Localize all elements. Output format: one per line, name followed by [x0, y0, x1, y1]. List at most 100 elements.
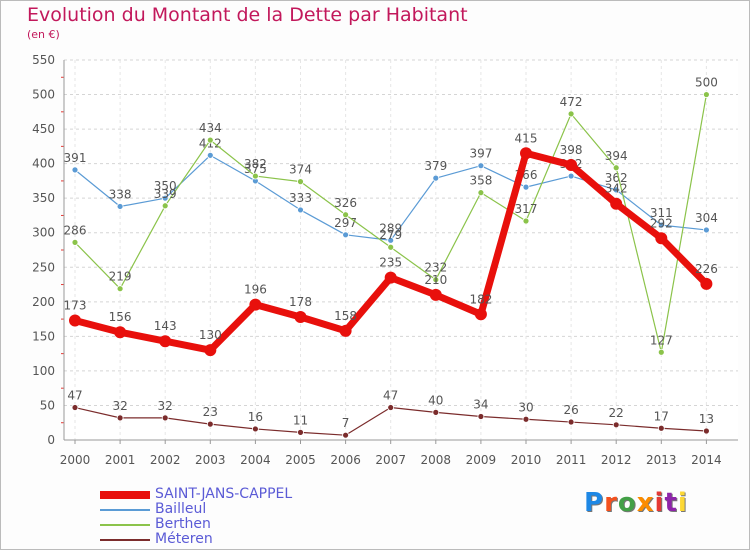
data-label: 434: [199, 121, 222, 135]
y-tick-label: 0: [47, 433, 55, 447]
data-label: 143: [154, 319, 177, 333]
x-tick-label: 2012: [601, 453, 632, 467]
y-tick-label: 300: [32, 226, 55, 240]
y-tick-label: 450: [32, 122, 55, 136]
y-tick-label: 100: [32, 364, 55, 378]
data-point: [522, 183, 530, 191]
x-tick-label: 2002: [150, 453, 181, 467]
x-tick-label: 2004: [240, 453, 271, 467]
data-point: [612, 186, 620, 194]
data-label: 196: [244, 283, 267, 297]
data-label: 23: [203, 405, 218, 419]
data-point: [206, 151, 214, 159]
data-point: [567, 418, 575, 426]
data-label: 26: [563, 403, 578, 417]
data-point: [657, 424, 665, 432]
data-point: [159, 335, 172, 348]
data-label: 339: [154, 187, 177, 201]
data-label: 219: [109, 270, 132, 284]
data-point: [387, 404, 395, 411]
x-tick-label: 2009: [466, 453, 497, 467]
data-label: 311: [650, 206, 673, 220]
data-label: 415: [515, 131, 538, 145]
data-point: [297, 428, 304, 436]
data-point: [161, 194, 169, 202]
x-tick-label: 2014: [691, 453, 722, 467]
y-tick-label: 350: [32, 191, 55, 205]
data-label: 375: [244, 162, 267, 176]
x-tick-label: 2013: [646, 453, 677, 467]
data-label: 338: [109, 187, 132, 201]
data-label: 30: [518, 400, 533, 414]
data-point: [565, 159, 578, 172]
legend-swatch: [100, 524, 150, 526]
data-label: 34: [473, 398, 488, 412]
data-label: 173: [64, 298, 87, 312]
chart-title: Evolution du Montant de la Dette par Hab…: [27, 4, 468, 26]
data-label: 379: [424, 159, 447, 173]
data-point: [251, 425, 259, 433]
plot-area: [64, 60, 738, 440]
data-point: [610, 197, 623, 210]
data-label: 178: [289, 295, 312, 309]
legend-swatch: [100, 539, 150, 541]
unit-label: (en €): [27, 28, 60, 41]
data-label: 210: [424, 273, 447, 287]
data-point: [432, 276, 440, 284]
x-tick-label: 2007: [375, 453, 406, 467]
proxiti-logo: Proxiti: [584, 488, 688, 518]
data-label: 500: [695, 76, 718, 90]
data-label: 47: [67, 389, 82, 403]
data-label: 304: [695, 211, 718, 225]
data-point: [703, 91, 710, 98]
x-tick-label: 2008: [421, 453, 452, 467]
x-tick-label: 2005: [285, 453, 316, 467]
series-m-teren: 47 32 32 23 16 11 7 47 40 34 30 26 22 17 13: [67, 389, 714, 439]
data-point: [612, 164, 620, 172]
data-label: 127: [650, 333, 673, 347]
data-point: [339, 324, 352, 337]
data-label: 16: [248, 410, 263, 424]
data-label: 326: [334, 196, 357, 210]
data-point: [249, 298, 262, 311]
data-point: [71, 238, 79, 246]
data-point: [161, 202, 169, 210]
data-label: 226: [695, 262, 718, 276]
legend-label: Méteren: [155, 531, 213, 547]
data-point: [387, 243, 395, 251]
data-point: [69, 314, 81, 327]
legend-label: Bailleul: [155, 501, 207, 517]
data-label: 394: [605, 149, 628, 163]
data-point: [474, 308, 487, 321]
data-label: 362: [605, 171, 628, 185]
x-tick-label: 2010: [511, 453, 542, 467]
data-label: 32: [158, 399, 173, 413]
x-tick-label: 2001: [105, 453, 136, 467]
data-point: [429, 288, 442, 301]
data-point: [567, 110, 575, 118]
data-point: [297, 178, 304, 186]
legend-label: SAINT-JANS-CAPPEL: [155, 486, 293, 502]
y-tick-label: 400: [32, 157, 55, 171]
data-point: [477, 189, 485, 197]
data-point: [703, 427, 710, 435]
y-tick-label: 150: [32, 329, 55, 343]
data-label: 158: [334, 309, 357, 323]
data-point: [342, 431, 350, 439]
x-tick-label: 2011: [556, 453, 587, 467]
data-point: [703, 226, 710, 234]
data-label: 382: [244, 157, 267, 171]
data-point: [342, 211, 350, 219]
data-label: 11: [293, 413, 308, 427]
data-label: 397: [469, 147, 492, 161]
data-label: 156: [109, 310, 132, 324]
legend-swatch: [100, 491, 150, 499]
legend-label: Berthen: [155, 516, 211, 532]
data-point: [384, 271, 397, 284]
x-tick-label: 2000: [60, 453, 91, 467]
data-point: [432, 174, 440, 182]
series-saint-jans-cappel: 173 156 143 130 196 178 158 235 210 182 415 398 342 2…: [64, 131, 718, 357]
data-point: [71, 404, 79, 411]
data-label: 358: [469, 174, 492, 188]
